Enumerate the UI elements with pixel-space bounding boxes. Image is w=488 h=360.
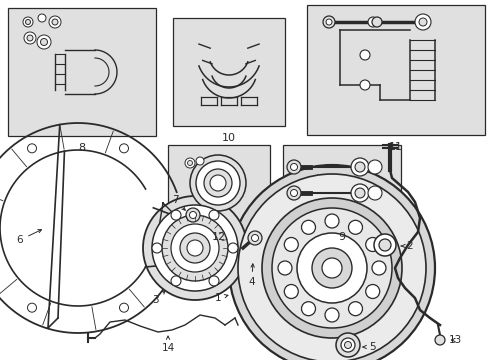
Circle shape	[171, 210, 181, 220]
Circle shape	[196, 161, 240, 205]
Circle shape	[238, 174, 425, 360]
Circle shape	[371, 261, 385, 275]
Circle shape	[359, 50, 369, 60]
Circle shape	[371, 17, 381, 27]
Text: 10: 10	[222, 133, 236, 143]
Text: 4: 4	[248, 264, 255, 287]
Circle shape	[142, 196, 246, 300]
Circle shape	[187, 161, 192, 166]
Circle shape	[38, 14, 46, 22]
Bar	[283, 145, 400, 225]
Circle shape	[418, 18, 426, 26]
Circle shape	[209, 175, 225, 191]
Circle shape	[354, 188, 364, 198]
Bar	[8, 8, 156, 136]
Circle shape	[348, 220, 362, 234]
Circle shape	[359, 80, 369, 90]
Circle shape	[152, 243, 162, 253]
Circle shape	[23, 17, 33, 27]
Circle shape	[296, 233, 366, 303]
Circle shape	[434, 335, 444, 345]
Circle shape	[367, 186, 381, 200]
Circle shape	[311, 248, 351, 288]
Circle shape	[184, 158, 195, 168]
Circle shape	[301, 302, 315, 316]
Circle shape	[365, 238, 379, 252]
Circle shape	[119, 144, 128, 153]
Circle shape	[247, 231, 262, 245]
Circle shape	[228, 165, 434, 360]
Circle shape	[171, 224, 219, 272]
Text: 12: 12	[211, 232, 225, 242]
Text: 5: 5	[362, 342, 375, 352]
Circle shape	[190, 155, 245, 211]
Circle shape	[367, 17, 377, 27]
Circle shape	[152, 205, 238, 291]
Text: 9: 9	[338, 232, 345, 242]
Circle shape	[37, 35, 51, 49]
Text: 7: 7	[171, 195, 185, 210]
Circle shape	[378, 239, 390, 251]
Circle shape	[325, 214, 338, 228]
Bar	[168, 145, 269, 225]
Circle shape	[348, 302, 362, 316]
Circle shape	[196, 157, 203, 165]
Circle shape	[189, 211, 196, 219]
Circle shape	[262, 198, 401, 338]
Text: 6: 6	[17, 230, 41, 245]
Circle shape	[208, 210, 219, 220]
Circle shape	[49, 16, 61, 28]
Circle shape	[271, 208, 391, 328]
Polygon shape	[158, 203, 183, 243]
Circle shape	[180, 233, 209, 263]
Circle shape	[373, 234, 395, 256]
Circle shape	[41, 39, 47, 45]
Circle shape	[286, 186, 301, 200]
Circle shape	[186, 240, 203, 256]
Circle shape	[325, 308, 338, 322]
Circle shape	[27, 35, 33, 41]
Circle shape	[354, 162, 364, 172]
Circle shape	[208, 276, 219, 286]
Bar	[173, 18, 285, 126]
Text: 11: 11	[388, 142, 402, 152]
Text: 1: 1	[214, 293, 227, 303]
Circle shape	[162, 215, 227, 281]
Circle shape	[203, 169, 231, 197]
Text: 3: 3	[151, 291, 165, 305]
Text: 8: 8	[78, 143, 85, 153]
Circle shape	[365, 284, 379, 298]
Circle shape	[344, 342, 351, 348]
Circle shape	[119, 303, 128, 312]
Bar	[306, 5, 484, 135]
Circle shape	[290, 189, 297, 197]
Circle shape	[227, 243, 238, 253]
Circle shape	[278, 261, 291, 275]
Circle shape	[325, 19, 331, 25]
Circle shape	[284, 238, 298, 252]
Circle shape	[367, 160, 381, 174]
Circle shape	[350, 184, 368, 202]
Circle shape	[27, 144, 37, 153]
Circle shape	[350, 158, 368, 176]
Circle shape	[52, 19, 58, 25]
Circle shape	[286, 160, 301, 174]
Text: 2: 2	[400, 241, 412, 251]
Circle shape	[323, 16, 334, 28]
Circle shape	[24, 32, 36, 44]
Circle shape	[321, 258, 341, 278]
Circle shape	[414, 14, 430, 30]
Circle shape	[185, 208, 200, 222]
Circle shape	[27, 303, 37, 312]
Circle shape	[335, 333, 359, 357]
Text: 14: 14	[161, 336, 174, 353]
Circle shape	[301, 220, 315, 234]
Circle shape	[251, 234, 258, 242]
Circle shape	[25, 19, 30, 24]
Circle shape	[171, 276, 181, 286]
Circle shape	[340, 338, 354, 352]
Circle shape	[290, 163, 297, 171]
Text: 13: 13	[447, 335, 461, 345]
Circle shape	[284, 284, 298, 298]
